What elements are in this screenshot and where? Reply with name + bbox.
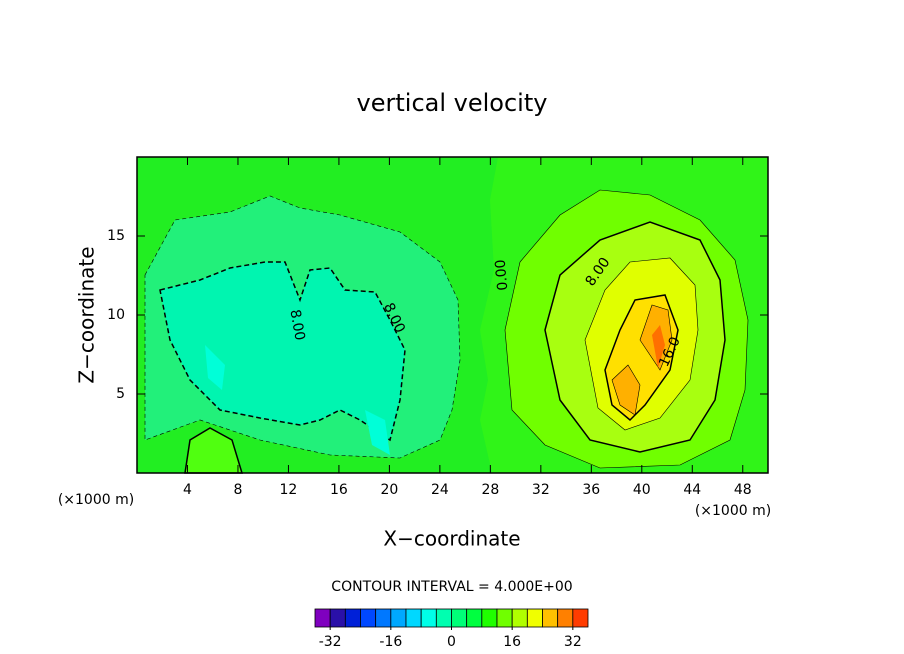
x-tick-label: 20 (380, 482, 398, 498)
x-tick-label: 44 (683, 482, 701, 498)
x-unit: (×1000 m) (58, 492, 134, 508)
x-tick-label: 12 (280, 482, 298, 498)
x-tick-label: 32 (532, 482, 550, 498)
chart-title: vertical velocity (357, 89, 548, 117)
x-tick-label: 40 (633, 482, 651, 498)
colorbar-box (511, 608, 528, 628)
y-tick-label: 10 (107, 307, 125, 323)
colorbar-box (344, 608, 361, 628)
x-tick-label: 8 (233, 482, 242, 498)
field-region (652, 325, 665, 368)
x-axis-label: X−coordinate (383, 527, 520, 551)
colorbar-box (435, 608, 452, 628)
contour-interval: CONTOUR INTERVAL = 4.000E+00 (331, 579, 572, 595)
colorbar-tick-label: -16 (379, 634, 402, 650)
contour-label: 8.00 (286, 308, 307, 341)
colorbar-box (451, 608, 468, 628)
colorbar-box (420, 608, 437, 628)
colorbar-box (390, 608, 407, 628)
colorbar-box (314, 608, 331, 628)
x-tick-label: 4 (183, 482, 192, 498)
colorbar-box (405, 608, 422, 628)
x-tick-label: 28 (481, 482, 499, 498)
y-axis-label: Z−coordinate (75, 246, 99, 383)
x-tick-label: 36 (582, 482, 600, 498)
colorbar-box (557, 608, 574, 628)
colorbar-box (542, 608, 559, 628)
colorbar-box (481, 608, 498, 628)
colorbar-tick-label: 16 (503, 634, 521, 650)
colorbar-box (329, 608, 346, 628)
x-tick-label: 24 (431, 482, 449, 498)
colorbar-box (360, 608, 377, 628)
colorbar-box (466, 608, 483, 628)
colorbar-tick-label: 32 (564, 634, 582, 650)
colorbar-box (526, 608, 543, 628)
contour-field (137, 157, 768, 474)
colorbar-box (496, 608, 513, 628)
y-tick-label: 15 (107, 228, 125, 244)
colorbar-box (375, 608, 392, 628)
x-tick-label: 48 (734, 482, 752, 498)
x-tick-label: 16 (330, 482, 348, 498)
colorbar-tick-label: 0 (447, 634, 456, 650)
field-region (159, 261, 406, 442)
x-unit: (×1000 m) (695, 503, 771, 519)
contour-label: 0.00 (493, 259, 512, 291)
colorbar-tick-label: -32 (319, 634, 342, 650)
colorbar-box (572, 608, 589, 628)
y-tick-label: 5 (116, 386, 125, 402)
